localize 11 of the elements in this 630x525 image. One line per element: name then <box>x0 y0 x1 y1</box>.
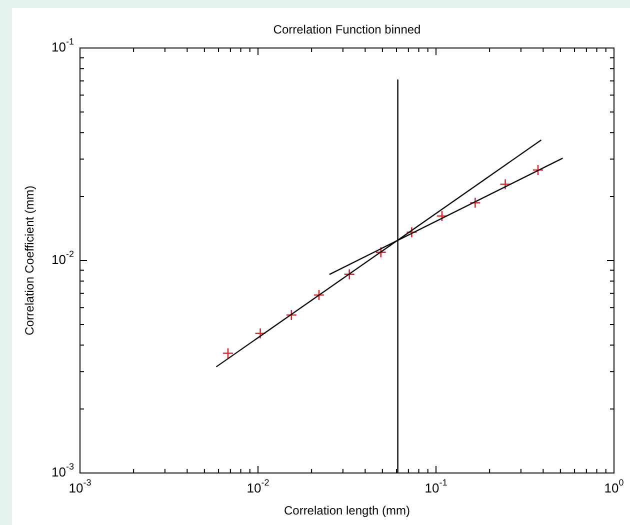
point <box>222 348 234 359</box>
chart-title: Correlation Function binned <box>273 22 421 36</box>
point <box>344 268 356 280</box>
point <box>500 178 511 190</box>
point <box>470 197 481 208</box>
y-axis-title: Correlation Coefficient (mm) <box>22 186 36 336</box>
point <box>375 246 387 258</box>
point <box>313 289 325 301</box>
point <box>436 210 448 222</box>
point <box>406 226 418 238</box>
x-axis-title: Correlation length (mm) <box>284 503 410 518</box>
